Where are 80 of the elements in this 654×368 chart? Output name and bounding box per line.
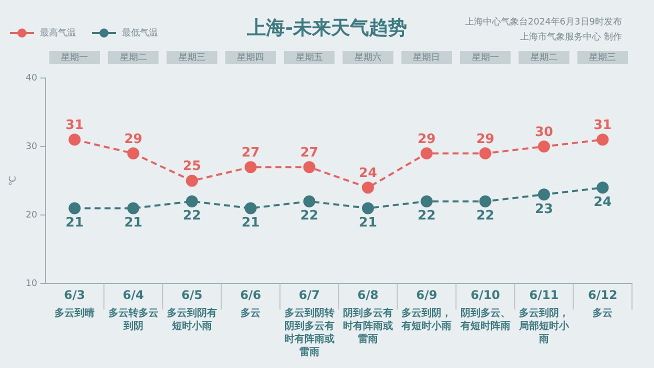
point (362, 182, 374, 194)
text: 上海中心气象台2024年6月3日9时发布 (464, 16, 622, 28)
text: 星期四 (237, 52, 264, 63)
chart-title: 上海-未来天气趋势 (246, 16, 407, 39)
data-label: 30 (534, 124, 554, 140)
data-label: 29 (124, 132, 142, 147)
text: 多云到晴 (54, 307, 95, 320)
text: 阴到多云、有短时阵雨 (459, 307, 510, 332)
text: 星期一 (61, 52, 88, 63)
text: 阴到多云有时有阵雨或雷雨 (342, 307, 393, 346)
point (596, 134, 609, 146)
data-label: 22 (300, 208, 318, 224)
point (68, 134, 81, 146)
point (244, 202, 257, 214)
data-label: 29 (476, 132, 494, 147)
y-tick-label: 20 (26, 210, 38, 220)
text: 星期六 (354, 52, 382, 63)
point (127, 147, 140, 160)
point (538, 140, 550, 153)
point (127, 202, 140, 214)
data-label: 24 (594, 195, 612, 210)
x-tick-label: 6/10 (470, 288, 500, 302)
text: 星期二 (530, 52, 558, 63)
data-label: 25 (182, 159, 201, 174)
x-tick-label: 6/4 (122, 288, 144, 302)
point (186, 174, 198, 187)
text: 星期二 (120, 52, 147, 63)
point (68, 202, 81, 214)
data-label: 21 (242, 216, 260, 231)
data-label: 21 (66, 216, 84, 231)
x-tick-label: 6/5 (181, 288, 202, 302)
point (420, 147, 433, 160)
text: 多云到阴转阴到多云有时有阵雨或雷雨 (284, 307, 334, 358)
text: 星期日 (413, 52, 440, 63)
point (420, 195, 433, 208)
x-tick-label: 6/6 (240, 288, 262, 302)
text: 多云转多云到阴 (108, 307, 158, 332)
data-label: 27 (242, 145, 260, 160)
y-tick-label: 40 (26, 73, 38, 84)
data-label: 21 (124, 216, 142, 231)
text: 星期三 (178, 52, 206, 63)
y-tick-label: 10 (26, 278, 38, 289)
x-tick-label: 6/8 (357, 288, 379, 302)
y-tick-label: 30 (26, 142, 38, 152)
legend-label: 最低气温 (122, 27, 158, 38)
data-label: 31 (66, 118, 84, 134)
point (244, 161, 257, 174)
text: 星期三 (589, 52, 616, 63)
point (186, 195, 198, 208)
text: 多云到阴，局部短时小雨 (518, 307, 570, 346)
point (538, 188, 550, 201)
legend-label: 最高气温 (40, 27, 76, 38)
data-label: 27 (300, 145, 318, 160)
text: 多云到阴有短时小雨 (166, 307, 217, 332)
data-label: 23 (534, 202, 554, 217)
x-tick-label: 6/9 (416, 288, 438, 302)
data-label: 24 (358, 166, 378, 182)
data-label: 21 (358, 216, 378, 231)
text: 星期一 (472, 52, 499, 63)
text: 上海市气象服务中心 制作 (520, 31, 622, 42)
data-label: 31 (594, 118, 612, 134)
text: 星期五 (296, 52, 323, 63)
data-label: 29 (418, 132, 436, 147)
data-label: 22 (476, 208, 494, 224)
text: 多云 (592, 307, 613, 320)
point (596, 182, 609, 194)
point (362, 202, 374, 214)
point (479, 147, 492, 160)
data-label: 22 (418, 208, 436, 224)
x-tick-label: 6/3 (64, 288, 86, 302)
x-tick-label: 6/7 (298, 288, 320, 302)
data-label: 22 (182, 208, 201, 224)
text: 多云 (240, 307, 261, 320)
y-axis-title: ℃ (8, 176, 19, 186)
x-tick-label: 6/12 (588, 288, 618, 302)
point (303, 195, 316, 208)
x-tick-label: 6/11 (529, 288, 559, 302)
text: 多云到阴，有短时小雨 (400, 307, 452, 332)
point (303, 161, 316, 174)
point (479, 195, 492, 208)
